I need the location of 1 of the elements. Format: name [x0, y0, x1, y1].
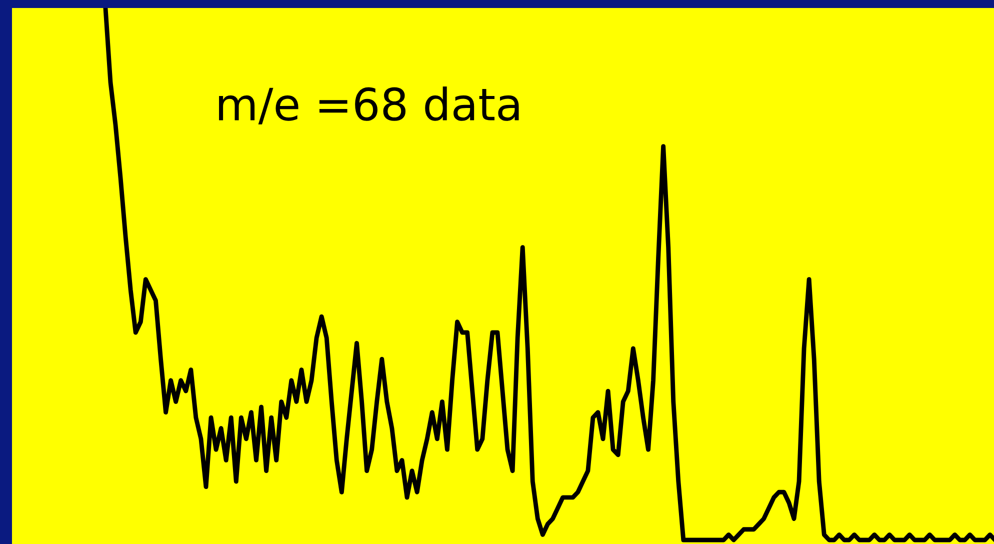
text: m/e =68 data [219, 86, 519, 124]
